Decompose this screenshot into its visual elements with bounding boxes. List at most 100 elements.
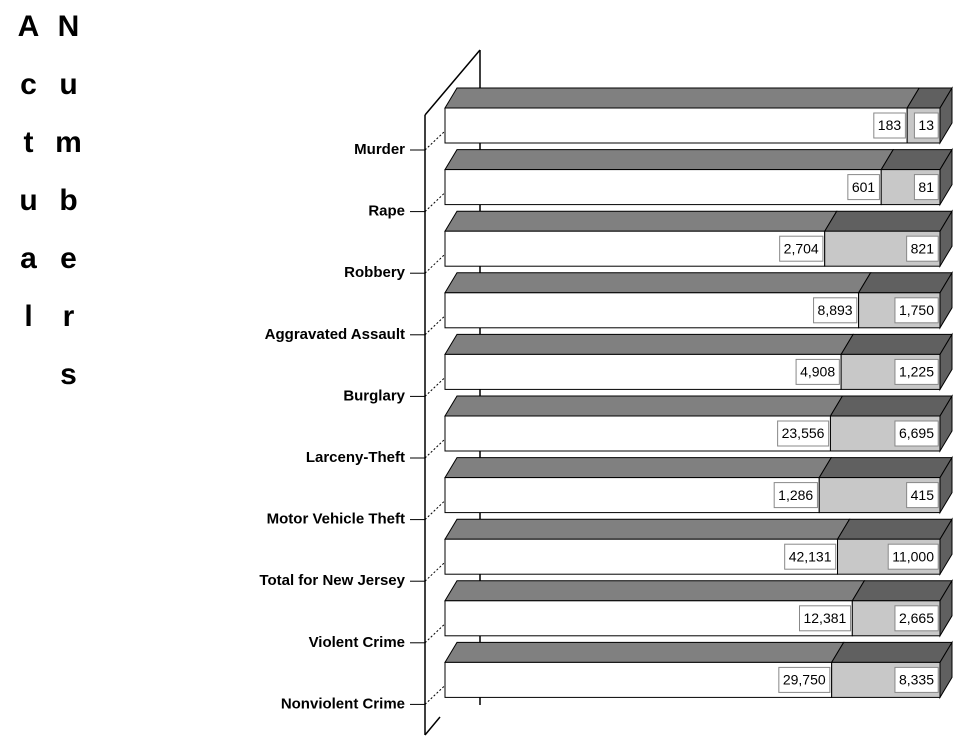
value-label: 6,695	[899, 425, 934, 441]
bar-side	[939, 640, 953, 700]
tick-guide	[424, 253, 446, 274]
tick-guide	[424, 315, 446, 336]
value-label: 2,704	[784, 240, 819, 256]
value-label-box	[906, 235, 939, 262]
category-label: Violent Crime	[309, 634, 405, 651]
value-label: 1,225	[899, 364, 934, 380]
bar	[444, 415, 831, 452]
bar-side	[939, 455, 953, 515]
y-axis-title: Actual Numbers	[12, 10, 85, 416]
value-label-box	[779, 235, 824, 262]
value-label: 2,665	[899, 610, 934, 626]
value-label-box	[784, 543, 837, 570]
bar-side	[939, 270, 953, 330]
bar	[444, 600, 853, 637]
value-label: 8,893	[818, 302, 853, 318]
bar-side	[939, 332, 953, 392]
bar-top	[444, 272, 872, 294]
value-label: 42,131	[789, 548, 832, 564]
value-label-box	[913, 112, 939, 139]
value-label: 13	[918, 117, 934, 133]
category-label: Nonviolent Crime	[281, 695, 405, 712]
bar-top	[851, 580, 953, 602]
value-label: 601	[852, 179, 876, 195]
value-label-box	[773, 482, 818, 509]
bar-top	[823, 210, 953, 232]
value-label: 8,335	[899, 672, 934, 688]
bar-top	[444, 518, 851, 540]
value-label: 23,556	[782, 425, 825, 441]
bar-top	[818, 457, 953, 479]
bar	[444, 169, 882, 206]
value-label: 11,000	[892, 548, 934, 564]
bar	[444, 477, 820, 514]
value-label: 29,750	[783, 672, 826, 688]
bar-top	[840, 333, 953, 355]
bar	[444, 292, 860, 329]
bar	[444, 353, 842, 390]
category-label: Rape	[368, 203, 405, 220]
value-label-box	[894, 297, 939, 324]
value-label-box	[813, 297, 858, 324]
bar-side	[939, 86, 953, 145]
value-label-box	[795, 358, 840, 385]
bar-top	[829, 395, 953, 417]
value-label: 415	[911, 487, 935, 503]
value-label-box	[778, 666, 831, 693]
value-label: 12,381	[803, 610, 846, 626]
value-label-box	[798, 605, 852, 632]
value-label: 1,750	[899, 302, 934, 318]
bar-side	[939, 147, 953, 207]
tick-guide	[424, 685, 446, 705]
value-label: 81	[918, 179, 934, 195]
category-label: Total for New Jersey	[259, 572, 405, 589]
tick-guide	[424, 377, 446, 397]
tick-guide	[424, 438, 446, 459]
bar-top	[444, 641, 845, 663]
bar-top	[444, 395, 844, 417]
value-label-box	[847, 174, 880, 201]
category-label: Robbery	[344, 264, 406, 281]
bar-top	[857, 272, 953, 294]
bar-side	[939, 209, 953, 269]
bar-side	[939, 394, 953, 453]
bar-top	[444, 333, 855, 355]
bar-side	[939, 578, 953, 638]
value-label: 4,908	[800, 364, 835, 380]
value-label: 183	[878, 117, 902, 133]
value-label-box	[894, 605, 939, 632]
wall-bottom	[424, 716, 441, 736]
category-label: Aggravated Assault	[265, 326, 405, 343]
bar-side	[939, 517, 953, 577]
category-label: Burglary	[343, 387, 405, 404]
tick-guide	[424, 192, 446, 212]
bar-top	[444, 457, 833, 479]
bar	[444, 230, 826, 267]
value-label-box	[894, 420, 939, 447]
bar	[444, 661, 833, 698]
value-label-box	[887, 543, 939, 570]
tick-guide	[424, 561, 446, 582]
value-label-box	[894, 666, 939, 693]
value-label-box	[777, 420, 830, 447]
value-label-box	[873, 112, 906, 139]
category-label: Murder	[354, 141, 405, 158]
value-label-box	[906, 482, 939, 509]
tick-guide	[424, 500, 446, 520]
value-label-box	[913, 174, 939, 201]
bar	[444, 538, 839, 575]
value-label: 1,286	[778, 487, 813, 503]
value-label-box	[894, 358, 939, 385]
category-label: Larceny-Theft	[306, 449, 405, 466]
tick-guide	[424, 130, 446, 151]
bar-top	[444, 149, 895, 171]
bar-top	[444, 210, 838, 232]
bar-top	[836, 518, 953, 540]
tick-guide	[424, 623, 446, 644]
wall-top	[424, 49, 481, 116]
bar-top	[830, 641, 953, 663]
bar	[444, 107, 908, 144]
bar-top	[444, 580, 866, 602]
